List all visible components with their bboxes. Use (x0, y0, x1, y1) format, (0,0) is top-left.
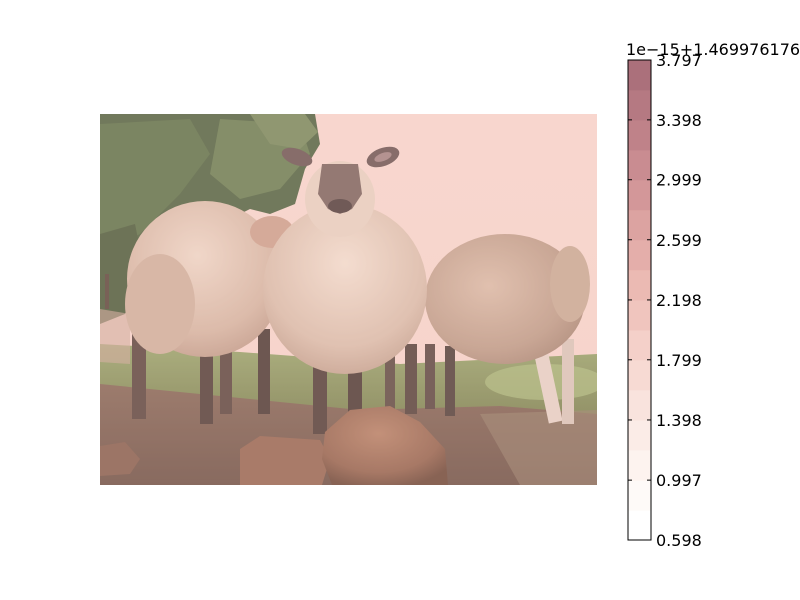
colorbar-tick-label: 2.198 (656, 291, 702, 310)
colorbar-tick-label: 0.598 (656, 531, 702, 550)
colorbar-band (628, 179, 651, 211)
colorbar-band (628, 119, 651, 151)
colorbar-tick-label: 1.398 (656, 411, 702, 430)
colorbar-band (628, 239, 651, 271)
colorbar-band (628, 510, 651, 541)
colorbar-band (628, 209, 651, 241)
colorbar-tick-label: 1.799 (656, 351, 702, 370)
sheep-photo (100, 114, 597, 485)
colorbar-offset-label: 1e−15+1.469976176 (626, 40, 800, 59)
sheep-center (263, 146, 427, 442)
tint-overlay (100, 114, 597, 485)
colorbar-tick-label: 3.797 (656, 51, 702, 70)
colorbar-band (628, 89, 651, 121)
colorbar-band (628, 389, 651, 421)
colorbar-tick-label: 3.398 (656, 111, 702, 130)
colorbar-band (628, 269, 651, 301)
colorbar-band (628, 480, 651, 511)
colorbar-tick-label: 2.599 (656, 231, 702, 250)
colorbar-ticks: 3.797 3.398 2.999 2.599 2.198 1.799 1.398 0.997… (628, 51, 702, 550)
colorbar-tick-label: 0.997 (656, 471, 702, 490)
colorbar-bands (628, 60, 651, 541)
colorbar-band (628, 329, 651, 361)
sheep-left (125, 201, 283, 424)
colorbar-band (628, 359, 651, 391)
colorbar-tick-label: 2.999 (656, 171, 702, 190)
colorbar-band (628, 149, 651, 181)
colorbar-band (628, 419, 651, 451)
sheep-photo-svg (100, 114, 597, 485)
colorbar-band (628, 60, 651, 91)
colorbar-band (628, 299, 651, 331)
sheep-right (425, 234, 590, 424)
colorbar-band (628, 449, 651, 481)
rocks (100, 406, 448, 485)
